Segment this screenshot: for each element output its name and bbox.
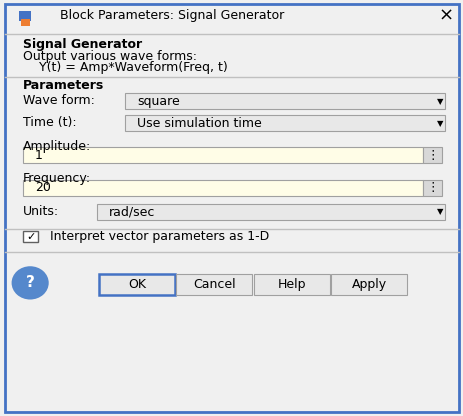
Text: Use simulation time: Use simulation time: [137, 116, 261, 130]
Bar: [19, 11, 31, 21]
Bar: [176, 274, 252, 295]
Text: ▼: ▼: [436, 119, 442, 128]
Bar: [253, 274, 329, 295]
Text: square: square: [137, 94, 179, 108]
Text: Y(t) = Amp*Waveform(Freq, t): Y(t) = Amp*Waveform(Freq, t): [23, 61, 227, 74]
Text: ✓: ✓: [26, 232, 35, 242]
Text: Output various wave forms:: Output various wave forms:: [23, 50, 197, 64]
Bar: [23, 147, 422, 163]
Bar: [422, 180, 441, 196]
Text: Parameters: Parameters: [23, 79, 104, 92]
Text: Apply: Apply: [351, 278, 386, 291]
Text: OK: OK: [128, 278, 145, 291]
Bar: [125, 115, 444, 131]
Bar: [331, 274, 407, 295]
Bar: [422, 147, 441, 163]
Bar: [23, 231, 38, 242]
Text: Interpret vector parameters as 1-D: Interpret vector parameters as 1-D: [50, 230, 269, 243]
Text: Time (t):: Time (t):: [23, 116, 77, 129]
Text: ▼: ▼: [436, 207, 442, 216]
Bar: [99, 274, 175, 295]
Text: Cancel: Cancel: [193, 278, 235, 291]
Text: Frequency:: Frequency:: [23, 172, 91, 186]
Text: Wave form:: Wave form:: [23, 94, 95, 107]
Circle shape: [12, 266, 49, 300]
Text: Help: Help: [277, 278, 306, 291]
Bar: [21, 19, 30, 26]
Bar: [97, 204, 444, 220]
Text: 1: 1: [35, 149, 43, 162]
Text: ⋮: ⋮: [425, 181, 438, 194]
Text: ⋮: ⋮: [425, 149, 438, 162]
Text: ×: ×: [438, 7, 453, 25]
Bar: [125, 93, 444, 109]
Text: Amplitude:: Amplitude:: [23, 140, 91, 153]
Text: Units:: Units:: [23, 205, 59, 218]
Text: Signal Generator: Signal Generator: [23, 38, 142, 51]
Text: rad/sec: rad/sec: [109, 205, 155, 218]
Bar: [23, 180, 422, 196]
FancyBboxPatch shape: [5, 4, 458, 412]
Text: Block Parameters: Signal Generator: Block Parameters: Signal Generator: [60, 9, 284, 22]
Text: ?: ?: [25, 275, 35, 290]
Text: 20: 20: [35, 181, 50, 194]
Text: ▼: ▼: [436, 97, 442, 106]
